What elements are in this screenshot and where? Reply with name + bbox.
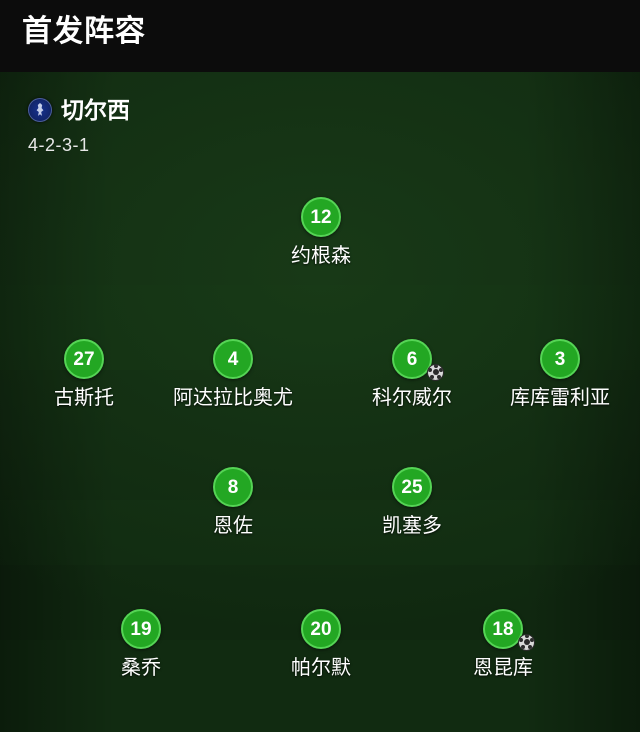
player-name: 库库雷利亚 (510, 387, 610, 409)
ball-patch (519, 638, 523, 642)
player-name: 恩昆库 (473, 657, 533, 679)
soccer-ball-icon (427, 364, 444, 381)
player-12[interactable]: 12 约根森 (246, 197, 396, 269)
player-4[interactable]: 4 阿达拉比奥尤 (158, 339, 308, 411)
ball-patch (530, 638, 534, 642)
player-badge-wrap: 19 (121, 609, 161, 649)
ball-patch (433, 369, 439, 375)
ball-patch (433, 365, 438, 368)
player-3[interactable]: 3 库库雷利亚 (485, 339, 635, 411)
player-badge-wrap: 25 (392, 467, 432, 507)
player-number-badge[interactable]: 25 (392, 467, 432, 507)
player-name: 恩佐 (213, 515, 253, 537)
player-name: 桑乔 (121, 657, 161, 679)
player-name: 古斯托 (54, 387, 114, 409)
ball-patch (524, 635, 529, 638)
player-badge-wrap: 8 (213, 467, 253, 507)
page-header: 首发阵容 (0, 0, 640, 72)
player-number-badge[interactable]: 8 (213, 467, 253, 507)
page-title: 首发阵容 (22, 15, 146, 48)
player-19[interactable]: 19 桑乔 (66, 609, 216, 681)
player-number-badge[interactable]: 3 (540, 339, 580, 379)
soccer-ball-icon (518, 634, 535, 651)
player-number-badge[interactable]: 27 (64, 339, 104, 379)
team-name: 切尔西 (61, 97, 130, 123)
player-name: 约根森 (291, 245, 351, 267)
player-badge-wrap: 3 (540, 339, 580, 379)
player-badge-wrap: 20 (301, 609, 341, 649)
player-badge-wrap: 6 (392, 339, 444, 381)
player-number-badge[interactable]: 19 (121, 609, 161, 649)
team-info-block: 切尔西 4-2-3-1 (28, 96, 130, 156)
ball-patch (428, 368, 432, 372)
ball-patch (430, 374, 434, 379)
player-name: 科尔威尔 (372, 387, 452, 409)
player-badge-wrap: 27 (64, 339, 104, 379)
player-number-badge[interactable]: 6 (392, 339, 432, 379)
player-20[interactable]: 20 帕尔默 (246, 609, 396, 681)
ball-patch (524, 639, 530, 645)
chelsea-crest-icon (28, 98, 52, 122)
player-name: 帕尔默 (291, 657, 351, 679)
player-name: 阿达拉比奥尤 (173, 387, 293, 409)
player-18[interactable]: 18 恩昆库 (428, 609, 578, 681)
player-number-badge[interactable]: 20 (301, 609, 341, 649)
player-6[interactable]: 6 科尔威尔 (337, 339, 487, 411)
ball-patch (528, 644, 532, 649)
player-badge-wrap: 12 (301, 197, 341, 237)
player-badge-wrap: 4 (213, 339, 253, 379)
team-formation: 4-2-3-1 (28, 135, 90, 155)
team-header-row: 切尔西 (28, 96, 130, 124)
player-8[interactable]: 8 恩佐 (158, 467, 308, 539)
player-name: 凯塞多 (382, 515, 442, 537)
player-27[interactable]: 27 古斯托 (9, 339, 159, 411)
player-25[interactable]: 25 凯塞多 (337, 467, 487, 539)
pitch-stripe (0, 500, 640, 565)
player-number-badge[interactable]: 4 (213, 339, 253, 379)
ball-patch (437, 374, 441, 379)
pitch-canvas: 切尔西 4-2-3-1 12 约根森 27 古斯托 4 阿达拉比奥尤 6 科尔威尔 3 库库雷利亚… (0, 72, 640, 732)
ball-patch (521, 644, 525, 649)
player-badge-wrap: 18 (483, 609, 535, 651)
player-number-badge[interactable]: 18 (483, 609, 523, 649)
ball-patch (439, 368, 443, 372)
player-number-badge[interactable]: 12 (301, 197, 341, 237)
